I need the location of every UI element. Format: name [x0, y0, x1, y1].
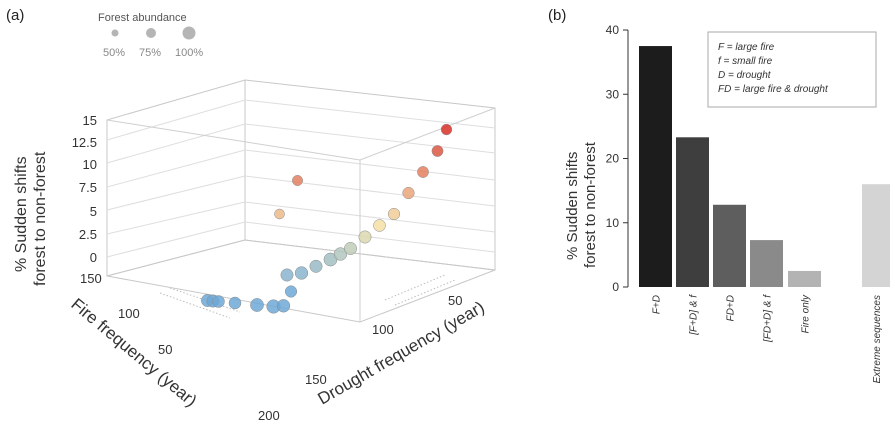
box-3d	[106, 79, 496, 323]
scatter-point	[212, 295, 225, 308]
scatter-point	[358, 230, 372, 244]
bar-category-labels: F+D [F+D] & f FD+D [FD+D] & f Fire only Extre…	[652, 294, 884, 384]
drought-tick-label: 200	[258, 408, 280, 423]
bar	[862, 184, 890, 287]
size-legend-label-75: 75%	[139, 47, 161, 59]
fire-tick-label: 50	[158, 342, 172, 357]
size-legend-marker-50	[111, 29, 119, 37]
bar-legend-item: FD = large fire & drought	[718, 84, 829, 95]
bar-category-label: [FD+D] & f	[763, 294, 774, 343]
z-axis-title-line1: % Sudden shifts	[13, 156, 30, 272]
drought-tick-label: 100	[372, 322, 394, 337]
scatter-point	[309, 259, 323, 273]
fire-tick-label: 100	[118, 306, 140, 321]
left-wall	[106, 79, 246, 277]
scatter-point	[274, 208, 285, 220]
scatter-point	[280, 268, 294, 282]
z-tick-label: 0	[90, 250, 97, 265]
scatter-point	[373, 219, 386, 232]
panel-b: (b) % Sudden shifts forest to non-forest…	[548, 7, 890, 383]
bar-category-label: FD+D	[726, 295, 737, 321]
drought-tick-label: 150	[305, 372, 327, 387]
bar	[639, 46, 672, 287]
scatter-point	[402, 186, 415, 200]
bar-legend-item: D = drought	[718, 70, 772, 81]
scatter-points	[201, 123, 453, 314]
scatter-point	[387, 207, 401, 221]
scatter-point	[333, 247, 348, 261]
bar-legend-item: f = small fire	[718, 56, 773, 67]
z-tick-label: 7.5	[79, 180, 97, 195]
bar-category-label: Extreme sequences	[872, 295, 883, 383]
scatter-point	[417, 166, 429, 178]
panel-b-label: (b)	[548, 7, 566, 24]
bar-y-axis-title-line2: forest to non-forest	[582, 141, 599, 268]
bar-legend: F = large fire f = small fire D = drough…	[707, 31, 877, 108]
bar-category-label: Fire only	[801, 294, 812, 333]
scatter-point	[294, 266, 309, 280]
bars	[639, 46, 890, 287]
size-legend-label-50: 50%	[103, 47, 125, 59]
scatter-point	[431, 145, 444, 157]
bar-legend-box	[707, 31, 877, 108]
bar-y-tick-label: 30	[606, 87, 620, 101]
z-tick-label: 2.5	[79, 227, 97, 242]
bar-legend-item: F = large fire	[718, 42, 775, 53]
bar-category-label: [F+D] & f	[689, 294, 700, 336]
scatter-point	[250, 298, 264, 312]
size-legend-label-100: 100%	[175, 47, 203, 59]
bar	[750, 240, 783, 287]
bar	[713, 204, 746, 287]
z-tick-label: 12.5	[72, 135, 97, 150]
size-legend-marker-75	[146, 28, 156, 38]
z-tick-label: 15	[83, 113, 97, 128]
panel-a-label: (a)	[6, 7, 24, 24]
scatter-point	[292, 175, 303, 186]
z-tick-label: 10	[83, 157, 97, 172]
z-tick-label: 5	[90, 204, 97, 219]
fire-tick-label: 150	[80, 271, 102, 286]
bar-y-axis-title-line1: % Sudden shifts	[564, 152, 581, 260]
bar-y-tick-label: 10	[606, 216, 620, 230]
floor	[106, 239, 496, 323]
panel-a: (a) Forest abundance 50% 75% 100%	[6, 7, 496, 423]
size-legend-marker-100	[182, 26, 196, 40]
bar-y-tick-label: 0	[612, 280, 619, 294]
size-legend-title: Forest abundance	[98, 12, 187, 24]
z-axis-title-line2: forest to non-forest	[32, 151, 49, 286]
drought-axis-title: Drought frequency (year)	[315, 298, 488, 409]
scatter-point	[276, 299, 291, 313]
bar-category-label: F+D	[652, 295, 663, 314]
bar-y-tick-label: 40	[606, 23, 620, 37]
scatter-point	[344, 242, 357, 255]
bar	[676, 137, 709, 287]
scatter-point	[440, 123, 453, 136]
scatter-point	[284, 285, 298, 298]
bar-y-ticks: 40 30 20 10 0	[606, 23, 628, 294]
bar-y-tick-label: 20	[606, 152, 620, 166]
z-ticks: 15 12.5 10 7.5 5 2.5 0	[72, 113, 97, 265]
drought-tick-label: 50	[448, 293, 462, 308]
scatter-point	[228, 296, 242, 310]
size-legend: Forest abundance 50% 75% 100%	[98, 12, 203, 59]
bar	[788, 270, 821, 287]
